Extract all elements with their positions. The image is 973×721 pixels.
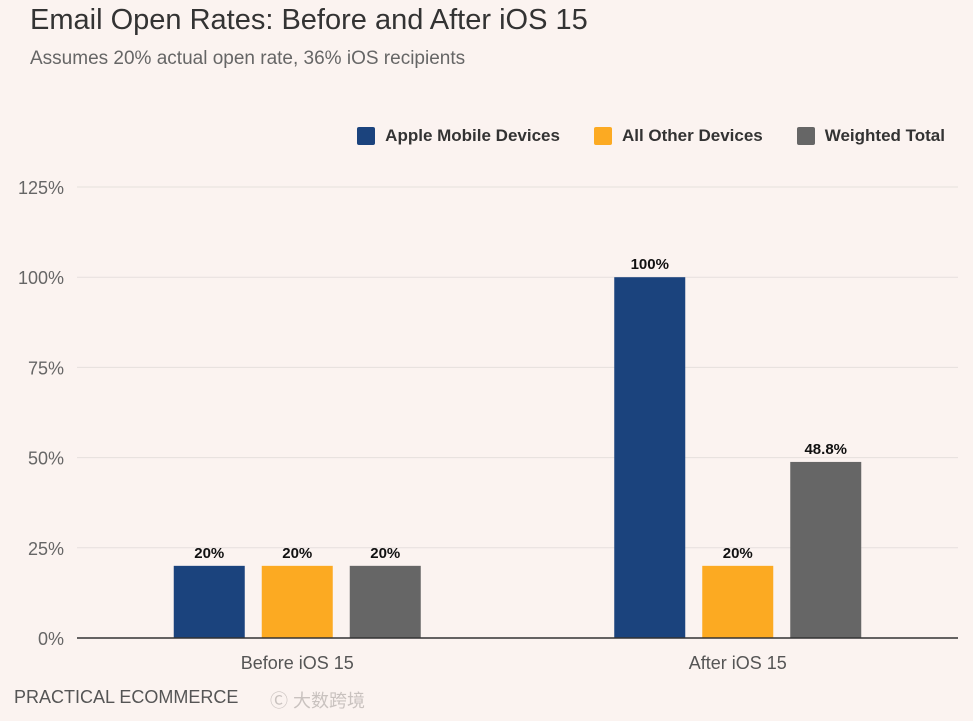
data-label: 20% [194, 545, 224, 562]
y-tick-label: 125% [18, 178, 64, 198]
bar [173, 565, 245, 638]
y-tick-label: 0% [38, 629, 64, 649]
y-tick-label: 100% [18, 268, 64, 288]
legend-item-apple: Apple Mobile Devices [357, 126, 560, 146]
watermark-icon: Ⓒ [270, 691, 294, 711]
data-label: 20% [282, 545, 312, 562]
data-label: 48.8% [804, 441, 847, 458]
data-label: 100% [631, 256, 669, 273]
bar [790, 461, 862, 638]
bar [261, 565, 333, 638]
legend-swatch [593, 127, 612, 145]
chart-title: Email Open Rates: Before and After iOS 1… [30, 4, 588, 36]
legend-label: Weighted Total [824, 126, 945, 145]
legend-label: All Other Devices [621, 126, 763, 145]
x-tick-label: After iOS 15 [689, 653, 787, 673]
legend: Apple Mobile Devices All Other Devices W… [357, 126, 945, 146]
chart-subtitle: Assumes 20% actual open rate, 36% iOS re… [30, 48, 466, 69]
legend-item-other: All Other Devices [593, 126, 763, 146]
watermark-text: 大数跨境 [293, 691, 366, 711]
bar [349, 565, 421, 638]
y-tick-label: 50% [28, 449, 64, 469]
y-tick-label: 75% [28, 358, 64, 378]
legend-swatch [357, 127, 376, 145]
watermark: Ⓒ 大数跨境 [270, 687, 365, 713]
source-credit: PRACTICAL ECOMMERCE [14, 687, 239, 707]
data-label: 20% [723, 545, 753, 562]
legend-label: Apple Mobile Devices [385, 126, 560, 145]
legend-item-weighted: Weighted Total [796, 126, 945, 146]
x-tick-label: Before iOS 15 [241, 653, 354, 673]
legend-swatch [796, 127, 815, 145]
y-tick-label: 25% [28, 539, 64, 559]
data-label: 20% [370, 545, 400, 562]
bar [614, 277, 686, 638]
bar [702, 565, 774, 638]
